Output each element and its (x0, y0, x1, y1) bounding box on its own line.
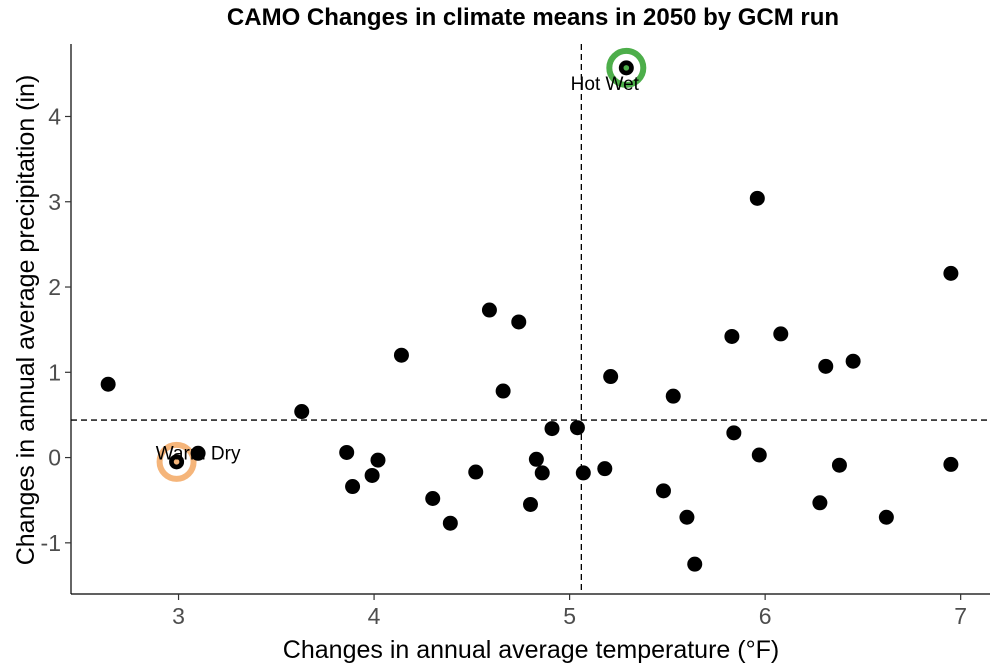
data-point (370, 452, 386, 468)
data-point (845, 353, 861, 369)
y-tick-label: 0 (48, 445, 61, 471)
data-point (665, 388, 681, 404)
data-point (468, 464, 484, 480)
data-point (943, 456, 959, 472)
data-point (425, 490, 441, 506)
highlight-center-dot (173, 459, 180, 465)
data-point (831, 457, 847, 473)
data-point (100, 376, 116, 392)
plot-area: 3 4 5 6 7 -1 0 1 2 3 4 Warm Dry Hot Wet (41, 44, 990, 629)
highlight-label: Hot Wet (571, 74, 640, 95)
data-point (597, 461, 613, 477)
data-point (345, 479, 361, 495)
data-point (339, 444, 355, 460)
data-point (818, 358, 834, 374)
data-point (751, 447, 767, 463)
data-point (878, 509, 894, 525)
data-point (442, 515, 458, 531)
data-point (943, 265, 959, 281)
data-point (481, 302, 497, 318)
highlight-label: Warm Dry (156, 443, 241, 464)
data-point (749, 190, 765, 206)
data-point (724, 328, 740, 344)
data-point (812, 495, 828, 511)
data-point (569, 420, 585, 436)
x-tick-label: 7 (954, 603, 967, 629)
highlight-ring (156, 441, 197, 482)
data-point (511, 314, 527, 330)
data-point (294, 404, 310, 420)
data-point (687, 556, 703, 572)
x-tick-label: 4 (368, 603, 381, 629)
y-tick-label: 2 (48, 274, 61, 300)
data-point (575, 465, 591, 481)
data-point (603, 369, 619, 385)
data-point (393, 347, 409, 363)
x-tick-label: 3 (172, 603, 185, 629)
y-tick-label: -1 (41, 530, 61, 556)
x-axis-title: Changes in annual average temperature (°… (283, 636, 779, 664)
y-axis-title: Changes in annual average precipitation … (12, 75, 40, 566)
chart-title: CAMO Changes in climate means in 2050 by… (227, 4, 839, 31)
data-point (495, 383, 511, 399)
data-point (655, 483, 671, 499)
data-point (773, 326, 789, 342)
y-tick-label: 1 (48, 359, 61, 385)
data-point (528, 451, 544, 467)
data-point (726, 425, 742, 441)
data-point (534, 465, 550, 481)
data-point (364, 467, 380, 483)
data-point (190, 445, 206, 461)
y-tick-label: 3 (48, 189, 61, 215)
data-point (679, 509, 695, 525)
highlight-center-dot (623, 65, 630, 71)
y-tick-label: 4 (48, 103, 61, 129)
data-point (544, 421, 560, 437)
highlight-ring (606, 47, 647, 88)
x-tick-label: 5 (563, 603, 576, 629)
data-point (523, 496, 538, 512)
x-tick-label: 6 (759, 603, 772, 629)
